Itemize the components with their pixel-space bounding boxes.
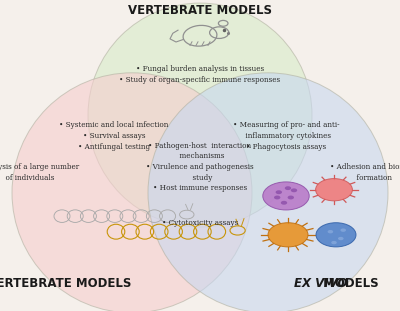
- Text: • Adhesion and biofilm
  formation: • Adhesion and biofilm formation: [330, 163, 400, 182]
- Text: • Measuring of pro- and anti-
  inflammatory cytokines
• Phagocytosis assays: • Measuring of pro- and anti- inflammato…: [233, 121, 339, 151]
- Text: INVERTEBRATE MODELS: INVERTEBRATE MODELS: [0, 277, 131, 290]
- Text: • Systemic and local infection
• Survival assays
• Antifungal testing: • Systemic and local infection • Surviva…: [59, 121, 169, 151]
- Ellipse shape: [288, 196, 294, 199]
- Ellipse shape: [148, 73, 388, 311]
- Text: • Fungal burden analysis in tissues
• Study of organ-specific immune responses: • Fungal burden analysis in tissues • St…: [120, 65, 280, 84]
- Ellipse shape: [331, 241, 337, 244]
- Text: • Cytotoxicity assays: • Cytotoxicity assays: [162, 219, 238, 227]
- Ellipse shape: [316, 179, 352, 201]
- Text: • Analysis of a large number
  of individuals: • Analysis of a large number of individu…: [0, 163, 79, 182]
- Ellipse shape: [316, 223, 356, 247]
- Ellipse shape: [340, 229, 346, 232]
- Text: VERTEBRATE MODELS: VERTEBRATE MODELS: [128, 4, 272, 17]
- Ellipse shape: [88, 3, 312, 227]
- Ellipse shape: [328, 230, 333, 233]
- Ellipse shape: [268, 223, 308, 247]
- Ellipse shape: [338, 237, 344, 240]
- Ellipse shape: [12, 73, 252, 311]
- Ellipse shape: [291, 188, 297, 192]
- Text: MODELS: MODELS: [319, 277, 378, 290]
- Ellipse shape: [285, 186, 291, 190]
- Text: • Pathogen-host  interaction
  mechanisms
• Virulence and pathogenesis
  study
•: • Pathogen-host interaction mechanisms •…: [146, 142, 254, 192]
- Ellipse shape: [276, 190, 282, 194]
- Ellipse shape: [274, 196, 280, 199]
- Ellipse shape: [281, 201, 287, 205]
- Ellipse shape: [263, 182, 309, 210]
- Text: EX VIVO: EX VIVO: [294, 277, 348, 290]
